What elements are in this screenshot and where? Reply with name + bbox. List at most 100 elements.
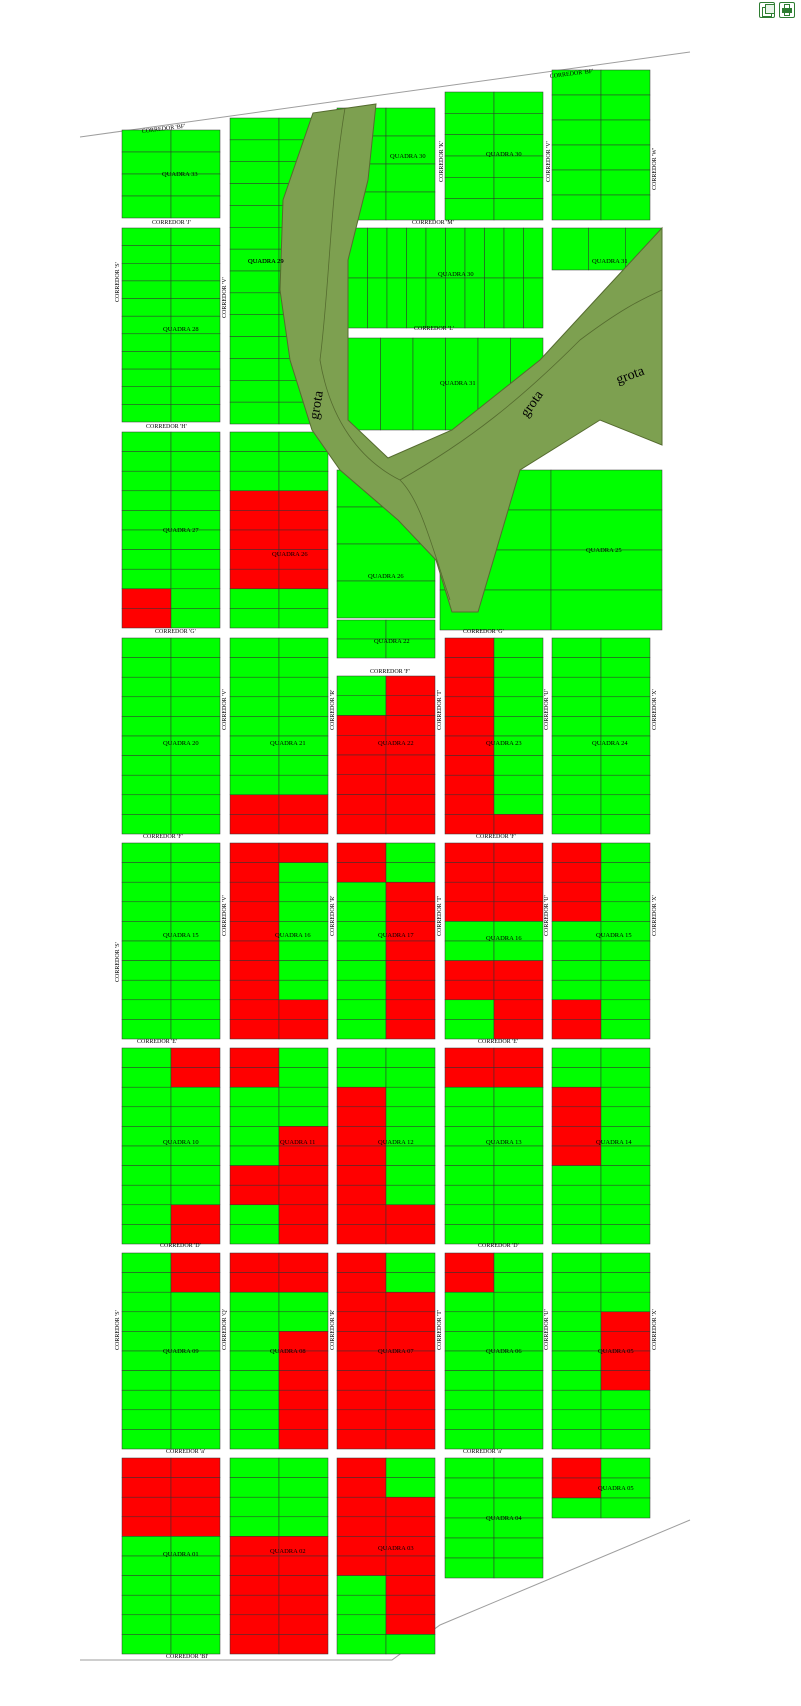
lot[interactable] (551, 1106, 602, 1127)
lot[interactable] (600, 1252, 651, 1273)
lot[interactable] (336, 881, 387, 903)
lot[interactable] (170, 901, 221, 922)
lot[interactable] (551, 881, 602, 903)
lot[interactable] (121, 814, 172, 835)
lot[interactable] (493, 1252, 544, 1273)
lot[interactable] (229, 139, 280, 162)
lot[interactable] (551, 119, 602, 146)
lot[interactable] (278, 774, 329, 796)
lot[interactable] (385, 1575, 436, 1596)
lot[interactable] (444, 1145, 495, 1166)
lot[interactable] (493, 862, 544, 883)
lot[interactable] (600, 1457, 651, 1479)
lot[interactable] (121, 1145, 172, 1166)
lot[interactable] (551, 1184, 602, 1206)
lot[interactable] (278, 901, 329, 922)
lot[interactable] (444, 637, 495, 658)
lot[interactable] (170, 1067, 221, 1088)
lot[interactable] (229, 755, 280, 776)
lot[interactable] (600, 1497, 651, 1519)
lot[interactable] (600, 1291, 651, 1313)
lot[interactable] (600, 69, 651, 96)
lot[interactable] (425, 277, 446, 329)
lot[interactable] (170, 368, 221, 387)
lot[interactable] (170, 431, 221, 452)
lot[interactable] (121, 227, 172, 246)
lot[interactable] (121, 298, 172, 317)
lot[interactable] (278, 1409, 329, 1430)
lot[interactable] (278, 588, 329, 609)
lot[interactable] (493, 814, 544, 835)
lot[interactable] (336, 999, 387, 1020)
lot[interactable] (121, 1370, 172, 1391)
lot[interactable] (336, 695, 387, 716)
lot[interactable] (600, 94, 651, 121)
lot[interactable] (229, 1184, 280, 1206)
lot[interactable] (336, 754, 387, 775)
lot[interactable] (278, 657, 329, 678)
lot[interactable] (336, 715, 387, 736)
lot[interactable] (121, 386, 172, 405)
lot[interactable] (551, 960, 602, 981)
lot[interactable] (229, 1126, 280, 1147)
lot[interactable] (600, 696, 651, 717)
lot[interactable] (600, 814, 651, 835)
lot[interactable] (278, 1086, 329, 1108)
lot[interactable] (170, 960, 221, 981)
lot[interactable] (278, 862, 329, 883)
lot[interactable] (229, 401, 280, 425)
lot[interactable] (336, 543, 436, 582)
lot[interactable] (551, 69, 602, 96)
lot[interactable] (229, 183, 280, 206)
lot[interactable] (385, 1086, 436, 1108)
lot[interactable] (229, 1477, 280, 1498)
lot[interactable] (278, 1389, 329, 1411)
lot[interactable] (170, 1145, 221, 1166)
lot[interactable] (444, 113, 495, 135)
lot[interactable] (385, 1184, 436, 1206)
lot[interactable] (278, 510, 329, 531)
lot[interactable] (170, 470, 221, 492)
lot[interactable] (229, 1252, 280, 1273)
lot[interactable] (385, 1429, 436, 1450)
lot[interactable] (121, 755, 172, 776)
lot[interactable] (600, 1145, 651, 1166)
lot[interactable] (367, 277, 388, 329)
lot[interactable] (121, 1204, 172, 1225)
lot[interactable] (229, 1575, 280, 1596)
lot[interactable] (493, 881, 544, 903)
lot[interactable] (229, 657, 280, 678)
lot[interactable] (229, 1106, 280, 1127)
lot[interactable] (444, 1311, 495, 1332)
lot[interactable] (551, 1409, 602, 1430)
lot[interactable] (336, 1184, 387, 1206)
lot[interactable] (170, 549, 221, 570)
lot[interactable] (444, 814, 495, 835)
lot[interactable] (229, 1224, 280, 1245)
lot[interactable] (229, 940, 280, 961)
lot[interactable] (493, 1106, 544, 1127)
lot[interactable] (170, 1370, 221, 1391)
lot[interactable] (121, 1516, 172, 1537)
lot[interactable] (600, 862, 651, 883)
lot[interactable] (551, 696, 602, 717)
lot[interactable] (336, 794, 387, 815)
lot[interactable] (336, 1614, 387, 1635)
lot[interactable] (444, 1019, 495, 1040)
lot[interactable] (229, 1555, 280, 1576)
lot[interactable] (385, 1204, 436, 1225)
lot[interactable] (385, 1067, 436, 1088)
lot[interactable] (551, 1224, 602, 1245)
lot[interactable] (385, 1370, 436, 1391)
lot[interactable] (600, 901, 651, 922)
lot[interactable] (600, 144, 651, 171)
lot[interactable] (600, 676, 651, 698)
lot[interactable] (278, 1184, 329, 1206)
lot[interactable] (121, 842, 172, 863)
lot[interactable] (444, 676, 495, 698)
lot[interactable] (551, 637, 602, 658)
lot[interactable] (121, 1634, 172, 1655)
lot[interactable] (551, 657, 602, 678)
lot[interactable] (600, 1389, 651, 1411)
lot[interactable] (278, 1477, 329, 1498)
